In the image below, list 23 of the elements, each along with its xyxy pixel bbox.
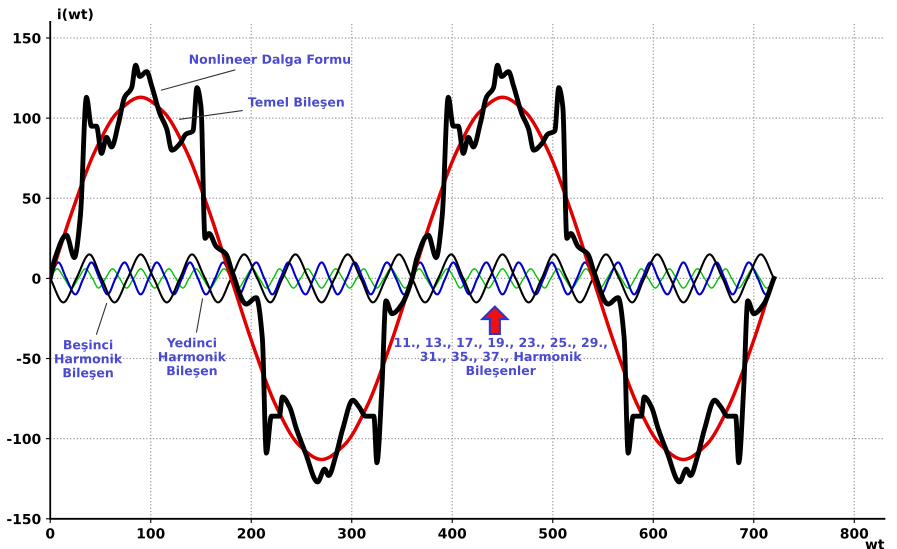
x-tick-label: 400 — [438, 528, 466, 539]
y-tick-label: 100 — [14, 113, 41, 124]
x-axis-title: wt — [865, 539, 884, 549]
annotation: Beşinci Harmonik Bileşen — [55, 340, 122, 380]
y-tick-label: 0 — [32, 273, 41, 284]
x-tick-label: 700 — [740, 528, 768, 539]
x-tick-label: 300 — [338, 528, 366, 539]
annotation: 11., 13., 17., 19., 23., 25., 29., 31., 35., 37., Harmonik Bileşenler — [394, 338, 607, 378]
annotation: Nonlineer Dalga Formu — [190, 54, 350, 66]
y-tick-label: -100 — [7, 434, 41, 444]
x-tick-label: 500 — [539, 528, 567, 539]
annotation: Yedinci Harmonik Bileşen — [158, 338, 226, 378]
x-tick-label: 600 — [640, 528, 668, 539]
y-tick-label: 150 — [14, 32, 41, 44]
y-tick-label: -150 — [7, 514, 41, 524]
x-tick-label: 100 — [138, 528, 165, 539]
x-tick-label: 0 — [46, 528, 54, 539]
x-tick-label: 200 — [238, 528, 266, 539]
y-tick-label: 50 — [22, 193, 41, 204]
x-tick-label: 800 — [840, 528, 868, 539]
annotation: Temel Bileşen — [248, 97, 344, 109]
y-tick-label: -50 — [16, 354, 41, 364]
y-axis-title: i(wt) — [58, 8, 93, 21]
